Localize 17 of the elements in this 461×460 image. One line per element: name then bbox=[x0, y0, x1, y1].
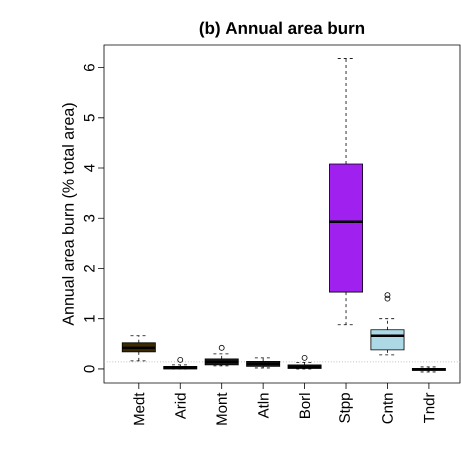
x-tick-label: Borl bbox=[299, 394, 310, 418]
y-tick-label: 5 bbox=[84, 114, 94, 122]
x-tick-label: Medt bbox=[133, 392, 144, 425]
x-tick-label: Arid bbox=[174, 393, 186, 420]
y-tick-label: 0 bbox=[84, 365, 94, 373]
x-tick-label: Mont bbox=[216, 392, 227, 425]
x-tick-label: Cntn bbox=[382, 393, 393, 424]
y-tick-label: 6 bbox=[84, 64, 94, 71]
y-tick-label: 4 bbox=[84, 164, 94, 172]
x-tick-label: Stpp bbox=[339, 393, 353, 423]
chart-title: (b) Annual area burn bbox=[200, 22, 364, 38]
y-tick-label: 1 bbox=[84, 315, 94, 322]
y-tick-label: 3 bbox=[84, 214, 94, 222]
y-tick-label: 2 bbox=[84, 265, 94, 272]
x-tick-label: Atln bbox=[258, 393, 269, 418]
x-tick-label: Tndr bbox=[423, 392, 434, 424]
y-axis-title: Annual area burn (% total area) bbox=[62, 103, 77, 326]
